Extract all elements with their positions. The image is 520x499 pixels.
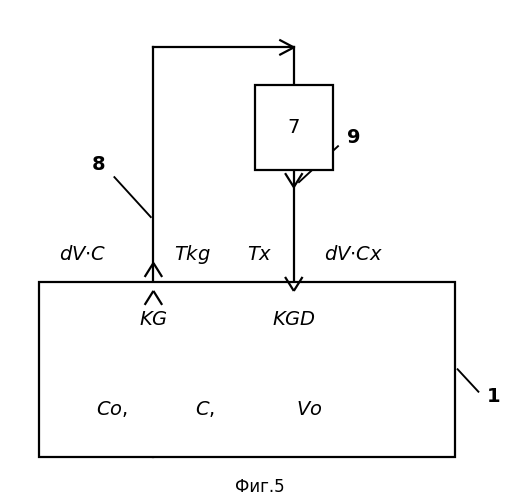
Text: 7: 7 xyxy=(288,118,300,137)
Text: $dV{\cdot}Cx$: $dV{\cdot}Cx$ xyxy=(324,245,383,264)
Text: Фиг.5: Фиг.5 xyxy=(235,478,285,496)
Text: $Co,$: $Co,$ xyxy=(96,399,128,419)
Text: 1: 1 xyxy=(487,387,501,406)
Bar xyxy=(39,282,455,457)
Text: $KGD$: $KGD$ xyxy=(272,310,316,329)
Text: $KG$: $KG$ xyxy=(139,310,168,329)
Text: $Tkg$: $Tkg$ xyxy=(174,243,211,266)
Text: $C,$: $C,$ xyxy=(196,399,215,419)
Text: $Vo$: $Vo$ xyxy=(296,400,322,419)
Bar xyxy=(255,85,333,170)
Text: $dV{\cdot}C$: $dV{\cdot}C$ xyxy=(59,245,107,264)
Text: $Tx$: $Tx$ xyxy=(247,245,273,264)
Text: 9: 9 xyxy=(347,128,360,147)
Text: 8: 8 xyxy=(92,155,106,174)
